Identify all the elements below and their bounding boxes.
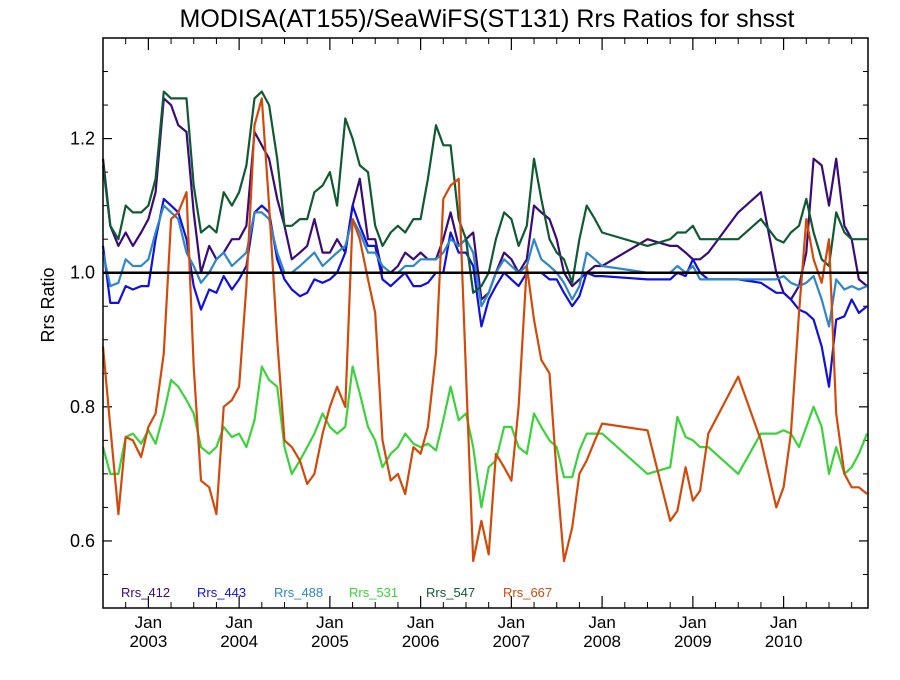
legend-entry-rrs-531: Rrs_531 bbox=[349, 585, 398, 600]
x-tick-month-label: Jan bbox=[135, 613, 162, 632]
series-lines bbox=[101, 90, 869, 563]
x-tick-month-label: Jan bbox=[679, 613, 706, 632]
chart-title: MODISA(AT155)/SeaWiFS(ST131) Rrs Ratios … bbox=[180, 5, 795, 33]
legend-entry-rrs-547: Rrs_547 bbox=[426, 585, 475, 600]
y-axis-ticks: 0.6 0.8 1.0 1.2 bbox=[70, 71, 868, 575]
legend-entry-rrs-488: Rrs_488 bbox=[274, 585, 323, 600]
y-tick-label: 1.0 bbox=[70, 263, 95, 283]
x-tick-month-label: Jan bbox=[316, 613, 343, 632]
plot-frame bbox=[102, 37, 869, 609]
legend-entry-rrs-412: Rrs_412 bbox=[121, 585, 170, 600]
x-tick-year-label: 2010 bbox=[765, 632, 803, 651]
x-tick-year-label: 2009 bbox=[674, 632, 712, 651]
x-tick-year-label: 2005 bbox=[311, 632, 349, 651]
legend-entry-rrs-667: Rrs_667 bbox=[503, 585, 552, 600]
x-tick-month-label: Jan bbox=[588, 613, 615, 632]
y-tick-label: 0.6 bbox=[70, 531, 95, 551]
x-tick-month-label: Jan bbox=[407, 613, 434, 632]
x-tick-year-label: 2008 bbox=[583, 632, 621, 651]
series-line-rrs-531 bbox=[101, 365, 869, 509]
x-tick-month-label: Jan bbox=[770, 613, 797, 632]
series-line-rrs-412 bbox=[101, 97, 868, 301]
series-line-rrs-547 bbox=[101, 90, 868, 294]
y-tick-label: 0.8 bbox=[70, 397, 95, 417]
x-tick-year-label: 2004 bbox=[220, 632, 258, 651]
series-line-rrs-667 bbox=[101, 97, 868, 563]
x-tick-month-label: Jan bbox=[225, 613, 252, 632]
x-tick-year-label: 2003 bbox=[129, 632, 167, 651]
x-tick-month-label: Jan bbox=[498, 613, 525, 632]
y-tick-label: 1.2 bbox=[70, 129, 95, 149]
x-tick-year-label: 2006 bbox=[402, 632, 440, 651]
series-line-rrs-488 bbox=[101, 204, 868, 328]
legend: Rrs_412 Rrs_443 Rrs_488 Rrs_531 Rrs_547 Rrs_6… bbox=[121, 585, 552, 600]
y-axis-label: Rrs Ratio bbox=[38, 267, 58, 342]
x-axis-ticks: Jan2003Jan2004Jan2005Jan2006Jan2007Jan20… bbox=[125, 38, 853, 651]
legend-entry-rrs-443: Rrs_443 bbox=[197, 585, 246, 600]
x-tick-year-label: 2007 bbox=[492, 632, 530, 651]
